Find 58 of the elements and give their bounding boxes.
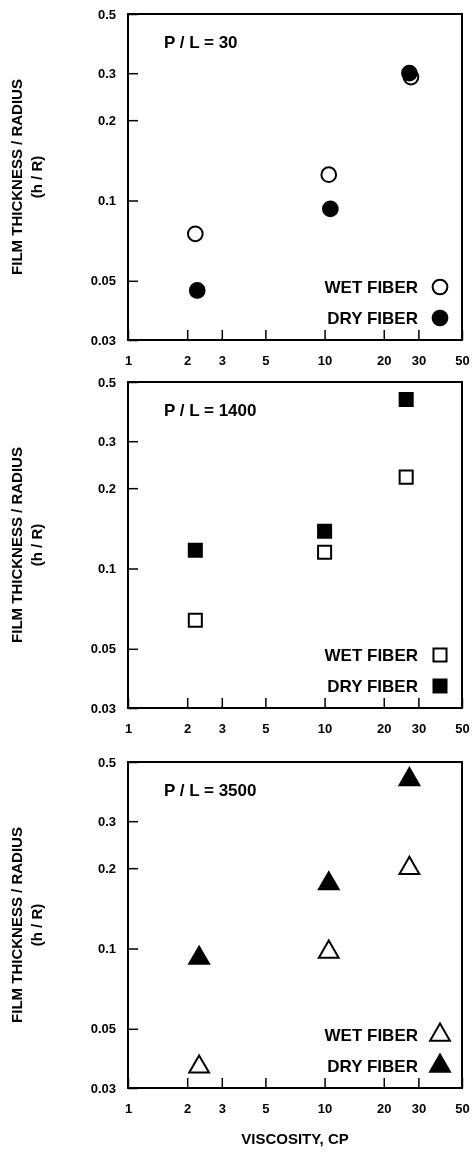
text: P / L = 30 [164,33,238,52]
x-tick-label: 20 [377,721,392,737]
x-tick-label: 10 [317,353,333,369]
x-tick-label: 10 [317,1101,333,1117]
y-tick-label: 0.5 [97,374,116,390]
x-tick-label: 5 [262,1101,270,1117]
y-tick-label: 0.3 [97,433,116,449]
x-tick-label: 50 [455,721,470,737]
x-tick-label: 30 [411,1101,427,1117]
x-tick-label: 2 [184,353,192,369]
x-axis-title: VISCOSITY, CP [241,1130,349,1147]
x-tick-label: 1 [124,1101,133,1117]
y-tick-label: 0.05 [90,641,116,657]
y-tick-label: 0.05 [90,273,116,289]
legend-label: DRY FIBER [327,677,418,696]
legend-label: WET FIBER [324,646,418,665]
y-tick-label: 0.2 [97,480,116,496]
x-tick-label: 30 [411,353,427,369]
y-tick-label: 0.5 [97,754,116,770]
x-tick-label: 50 [455,1101,470,1117]
x-tick-label: 5 [262,353,270,369]
y-tick-label: 0.2 [97,860,116,876]
y-tick-label: 0.5 [97,6,116,22]
y-tick-label: 0.1 [97,941,116,957]
x-tick-label: 10 [317,721,333,737]
y-axis-title: FILM THICKNESS / RADIUS (h / R) [8,79,45,275]
x-tick-label: 3 [218,721,226,737]
point [186,225,204,243]
y-tick-label: 0.1 [97,193,116,209]
point [188,282,206,299]
text: P / L = 3500 [164,781,257,800]
x-tick-label: 1 [124,353,133,369]
x-tick-label: 2 [184,721,192,737]
x-tick-label: 3 [218,353,226,369]
x-tick-label: 50 [455,353,470,369]
legend-label: WET FIBER [324,278,418,297]
y-axis-title: FILM THICKNESS / RADIUS (h / R) [8,447,45,643]
y-axis-title: FILM THICKNESS / RADIUS (h / R) [8,827,45,1023]
legend-label: DRY FIBER [327,309,418,328]
x-tick-label: 5 [262,721,270,737]
y-tick-label: 0.03 [90,332,116,348]
x-tick-label: 20 [377,353,392,369]
y-tick-label: 0.03 [90,700,116,716]
y-tick-label: 0.03 [90,1080,116,1096]
y-tick-label: 0.3 [97,813,116,829]
y-tick-label: 0.05 [90,1021,116,1037]
legend-label: DRY FIBER [327,1057,418,1076]
x-tick-label: 30 [411,721,427,737]
y-tick-label: 0.1 [97,561,116,577]
legend-label: WET FIBER [324,1026,418,1045]
y-tick-label: 0.2 [97,112,116,128]
x-tick-label: 2 [184,1101,192,1117]
x-tick-label: 3 [218,1101,226,1117]
y-tick-label: 0.3 [97,65,116,81]
point [401,64,418,82]
text: P / L = 1400 [164,401,257,420]
x-tick-label: 1 [124,721,133,737]
x-tick-label: 20 [377,1101,392,1117]
